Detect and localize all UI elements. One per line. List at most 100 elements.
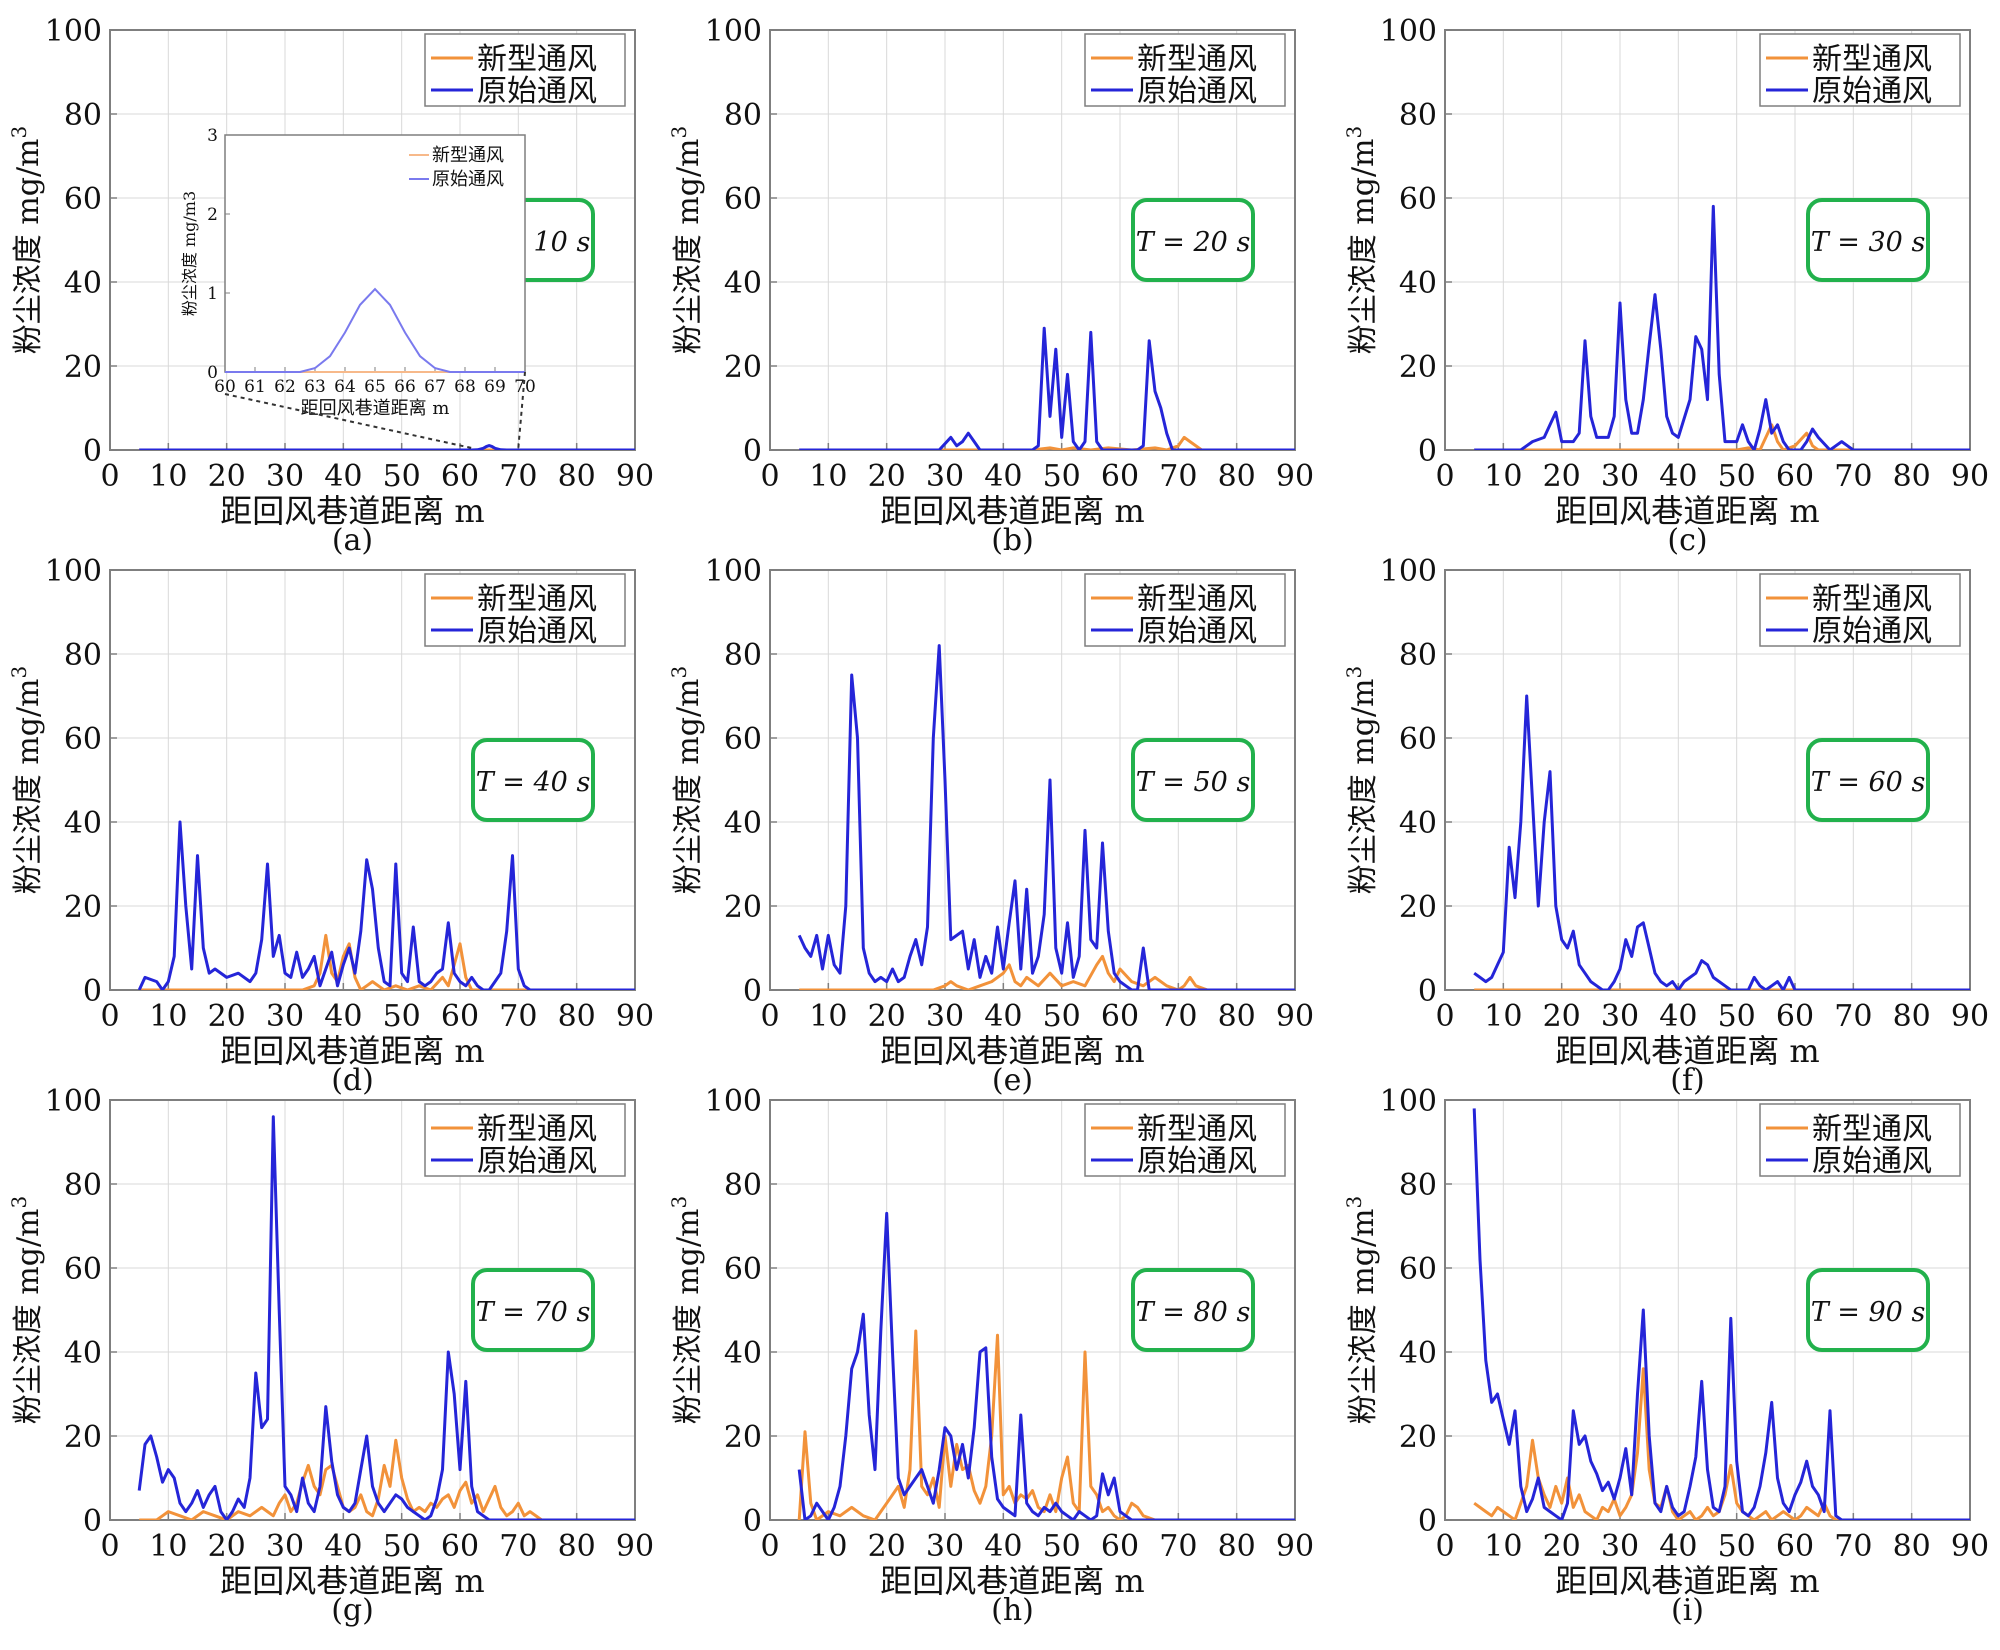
time-label: T = 70 s — [476, 1297, 591, 1328]
panel-label: (e) — [992, 1063, 1033, 1098]
legend-box — [1759, 1103, 1961, 1177]
x-tick-label: 50 — [383, 459, 421, 494]
x-tick-label: 0 — [100, 459, 119, 494]
x-tick-label: 30 — [266, 999, 304, 1034]
x-tick-label: 90 — [1276, 999, 1314, 1034]
inset-y-axis-label: 粉尘浓度 mg/m3 — [180, 191, 199, 316]
y-tick-label: 60 — [724, 1252, 762, 1287]
inset-x-tick-label: 67 — [424, 377, 446, 397]
inset-x-tick-label: 62 — [274, 377, 296, 397]
y-axis-label-text: 粉尘浓度 mg/m — [671, 1208, 706, 1424]
plot-frame — [769, 1099, 1296, 1521]
inset-y-tick-label: 3 — [207, 126, 218, 146]
y-tick-label: 100 — [1380, 1084, 1437, 1119]
time-label: T = 90 s — [1811, 1297, 1926, 1328]
x-tick-label: 0 — [1435, 459, 1454, 494]
x-tick-label: 80 — [558, 459, 596, 494]
time-label-box — [1806, 1268, 1930, 1352]
inset-x-tick-label: 61 — [244, 377, 266, 397]
legend-box — [1084, 573, 1286, 647]
y-tick-label: 20 — [1399, 350, 1437, 385]
series-line-new — [799, 435, 1295, 450]
x-tick-label: 50 — [1043, 1529, 1081, 1564]
time-label-box — [471, 1268, 595, 1352]
panel-label: (h) — [991, 1593, 1034, 1628]
legend-box — [424, 573, 626, 647]
x-tick-label: 60 — [441, 999, 479, 1034]
x-tick-label: 70 — [1159, 1529, 1197, 1564]
y-tick-label: 80 — [724, 1168, 762, 1203]
y-axis-label: 粉尘浓度 mg/m3 — [667, 126, 706, 354]
series-line-original — [1473, 694, 1970, 990]
y-tick-label: 40 — [64, 266, 102, 301]
x-tick-label: 50 — [383, 1529, 421, 1564]
legend-label: 原始通风 — [1137, 74, 1257, 109]
y-tick-label: 100 — [705, 14, 762, 49]
y-axis-label-superscript: 3 — [667, 666, 691, 679]
y-tick-label: 40 — [1399, 266, 1437, 301]
legend-box — [1759, 573, 1961, 647]
time-label-box — [1131, 1268, 1255, 1352]
y-tick-label: 40 — [1399, 1336, 1437, 1371]
plot-frame — [1444, 1099, 1971, 1521]
y-tick-label: 100 — [705, 1084, 762, 1119]
x-tick-label: 80 — [1218, 459, 1256, 494]
panel-label: (b) — [991, 523, 1034, 558]
legend-label: 新型通风 — [477, 582, 597, 617]
x-tick-label: 80 — [558, 999, 596, 1034]
y-tick-label: 0 — [83, 974, 102, 1009]
x-tick-label: 90 — [1276, 1529, 1314, 1564]
y-tick-label: 60 — [1399, 182, 1437, 217]
x-tick-label: 50 — [1043, 999, 1081, 1034]
x-axis-label: 距回风巷道距离 m — [880, 492, 1145, 530]
y-tick-label: 0 — [743, 434, 762, 469]
y-tick-label: 40 — [724, 1336, 762, 1371]
x-tick-label: 40 — [324, 1529, 362, 1564]
x-tick-label: 10 — [809, 459, 847, 494]
time-label: T = 20 s — [1136, 227, 1251, 258]
y-tick-label: 20 — [64, 1420, 102, 1455]
y-tick-label: 0 — [1418, 1504, 1437, 1539]
x-tick-label: 60 — [1776, 1529, 1814, 1564]
legend-label: 原始通风 — [1812, 614, 1932, 649]
x-tick-label: 60 — [441, 1529, 479, 1564]
y-tick-label: 60 — [64, 182, 102, 217]
time-label: T = 40 s — [476, 767, 591, 798]
panel-label: (d) — [331, 1063, 374, 1098]
y-tick-label: 40 — [64, 1336, 102, 1371]
x-tick-label: 20 — [208, 999, 246, 1034]
y-tick-label: 100 — [45, 1084, 102, 1119]
inset-legend-label: 新型通风 — [432, 145, 504, 166]
x-tick-label: 70 — [1159, 459, 1197, 494]
y-tick-label: 80 — [64, 1168, 102, 1203]
plot-frame — [769, 569, 1296, 991]
chart-panel: 0 10 20 30 40 50 60 70 80 90 0 20 40 60 80 100 距回风巷道距离 m… — [7, 554, 654, 1098]
y-tick-label: 80 — [1399, 98, 1437, 133]
panel-label: (c) — [1667, 523, 1707, 558]
x-tick-label: 20 — [208, 459, 246, 494]
x-tick-label: 40 — [1659, 459, 1697, 494]
y-axis-label-superscript: 3 — [1342, 126, 1366, 139]
x-tick-label: 0 — [760, 459, 779, 494]
x-tick-label: 90 — [1951, 1529, 1989, 1564]
legend-label: 新型通风 — [1137, 42, 1257, 77]
y-tick-label: 60 — [64, 722, 102, 757]
y-axis-label: 粉尘浓度 mg/m3 — [7, 1196, 46, 1424]
x-tick-label: 30 — [266, 459, 304, 494]
x-tick-label: 90 — [616, 1529, 654, 1564]
x-tick-label: 20 — [1543, 459, 1581, 494]
x-tick-label: 0 — [760, 999, 779, 1034]
x-tick-label: 60 — [1101, 999, 1139, 1034]
x-tick-label: 60 — [1101, 1529, 1139, 1564]
chart-panel: 0 10 20 30 40 50 60 70 80 90 0 20 40 60 80 100 距回风巷道距离 m… — [1342, 554, 1989, 1098]
y-axis-label-text: 粉尘浓度 mg/m — [1346, 1208, 1381, 1424]
legend-label: 新型通风 — [477, 42, 597, 77]
y-tick-label: 40 — [1399, 806, 1437, 841]
y-tick-label: 100 — [1380, 14, 1437, 49]
y-tick-label: 60 — [1399, 722, 1437, 757]
y-axis-label-superscript: 3 — [667, 126, 691, 139]
x-tick-label: 90 — [1951, 999, 1989, 1034]
x-tick-label: 30 — [1601, 459, 1639, 494]
x-tick-label: 60 — [1776, 999, 1814, 1034]
